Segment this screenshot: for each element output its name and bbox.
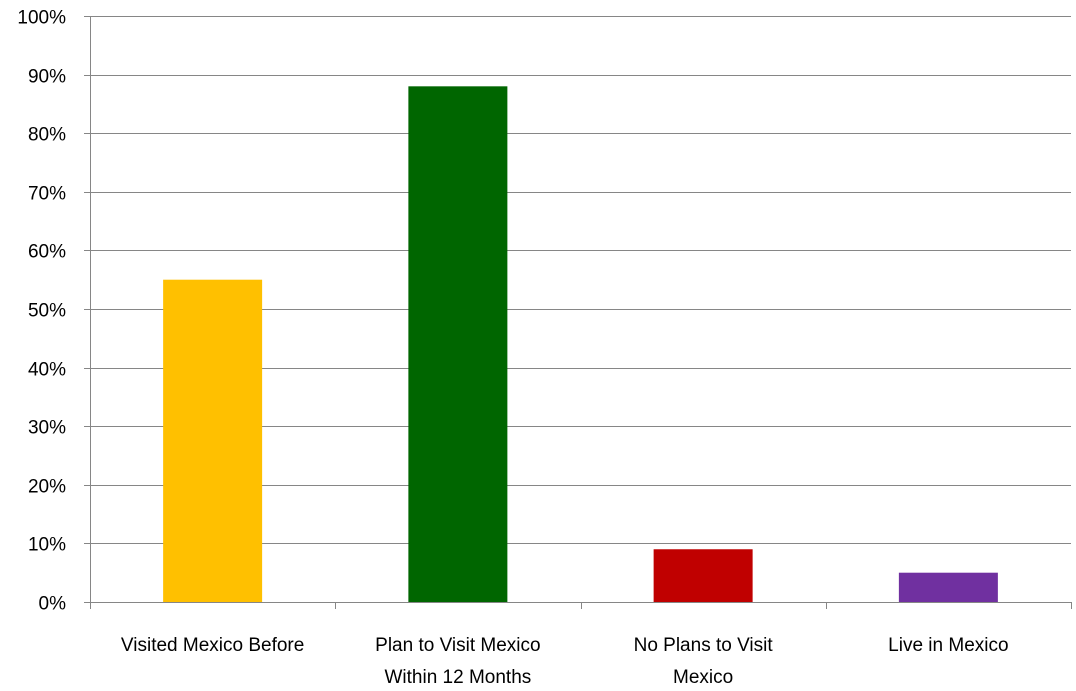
x-category-label: No Plans to Visit	[634, 635, 774, 656]
x-category-label: Within 12 Months	[384, 667, 531, 688]
y-tick-label: 60%	[28, 242, 66, 263]
bars	[163, 86, 998, 602]
y-tick-label: 70%	[28, 184, 66, 205]
x-category-label: Visited Mexico Before	[121, 635, 304, 656]
x-category-label: Plan to Visit Mexico	[375, 635, 540, 656]
y-tick-label: 100%	[17, 8, 66, 29]
bar-3	[898, 572, 998, 602]
bar-2	[653, 549, 753, 602]
y-tick-labels: 0% 10% 20% 30% 40% 50% 60% 70% 80% 90% 100%	[17, 8, 66, 615]
y-tick-label: 50%	[28, 301, 66, 322]
x-category-label: Mexico	[673, 667, 733, 688]
y-tick-label: 80%	[28, 125, 66, 146]
axes	[84, 16, 1072, 609]
y-tick-label: 10%	[28, 535, 66, 556]
y-tick-label: 40%	[28, 360, 66, 381]
y-tick-label: 30%	[28, 418, 66, 439]
x-category-labels: Visited Mexico Before Plan to Visit Mexic…	[121, 635, 1009, 688]
x-category-label: Live in Mexico	[888, 635, 1008, 656]
y-tick-label: 0%	[39, 594, 67, 615]
bar-0	[163, 279, 263, 602]
y-tick-label: 20%	[28, 477, 66, 498]
y-tick-label: 90%	[28, 67, 66, 88]
bar-1	[408, 86, 508, 602]
